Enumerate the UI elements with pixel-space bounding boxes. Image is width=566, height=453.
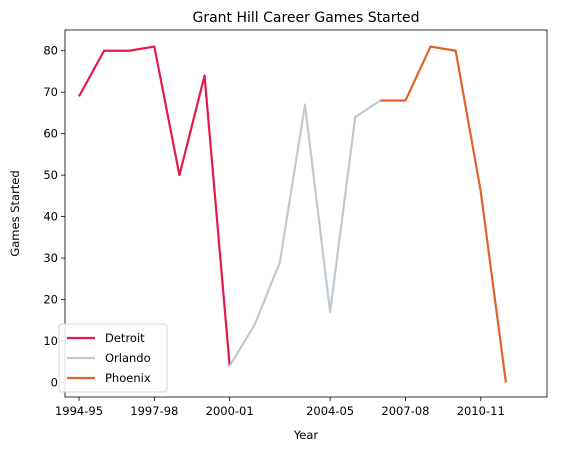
- y-axis-ticks: 0 10 20 30 40 50 60 70 80: [43, 44, 65, 389]
- y-tick-label: 20: [43, 293, 58, 307]
- y-tick-label: 10: [43, 334, 58, 348]
- legend: Detroit Orlando Phoenix: [58, 323, 168, 393]
- x-tick-label: 2007-08: [381, 404, 429, 418]
- x-axis-label: Year: [293, 428, 319, 442]
- legend-label: Detroit: [105, 331, 145, 345]
- y-tick-label: 40: [43, 210, 58, 224]
- series-lines: [78, 45, 507, 383]
- chart-title: Grant Hill Career Games Started: [192, 10, 419, 26]
- series-line-phoenix: [380, 45, 507, 383]
- y-tick-label: 70: [43, 85, 58, 99]
- series-line-detroit: [78, 45, 231, 366]
- y-tick-label: 80: [43, 44, 58, 58]
- x-tick-label: 1994-95: [55, 404, 103, 418]
- plot-frame: [64, 29, 548, 398]
- legend-label: Orlando: [105, 351, 151, 365]
- x-tick-label: 2000-01: [206, 404, 254, 418]
- series-line-orlando: [228, 99, 381, 367]
- x-axis-ticks: 1994-95 1997-98 2000-01 2004-05 2007-08 2010-…: [55, 397, 505, 418]
- x-tick-label: 1997-98: [130, 404, 178, 418]
- x-tick-label: 2010-11: [457, 404, 505, 418]
- y-tick-label: 50: [43, 168, 58, 182]
- x-tick-label: 2004-05: [306, 404, 354, 418]
- legend-label: Phoenix: [105, 371, 151, 385]
- y-tick-label: 0: [51, 375, 58, 389]
- y-tick-label: 30: [43, 251, 58, 265]
- legend-box: [58, 323, 168, 393]
- y-tick-label: 60: [43, 127, 58, 141]
- y-axis-label: Games Started: [8, 170, 22, 256]
